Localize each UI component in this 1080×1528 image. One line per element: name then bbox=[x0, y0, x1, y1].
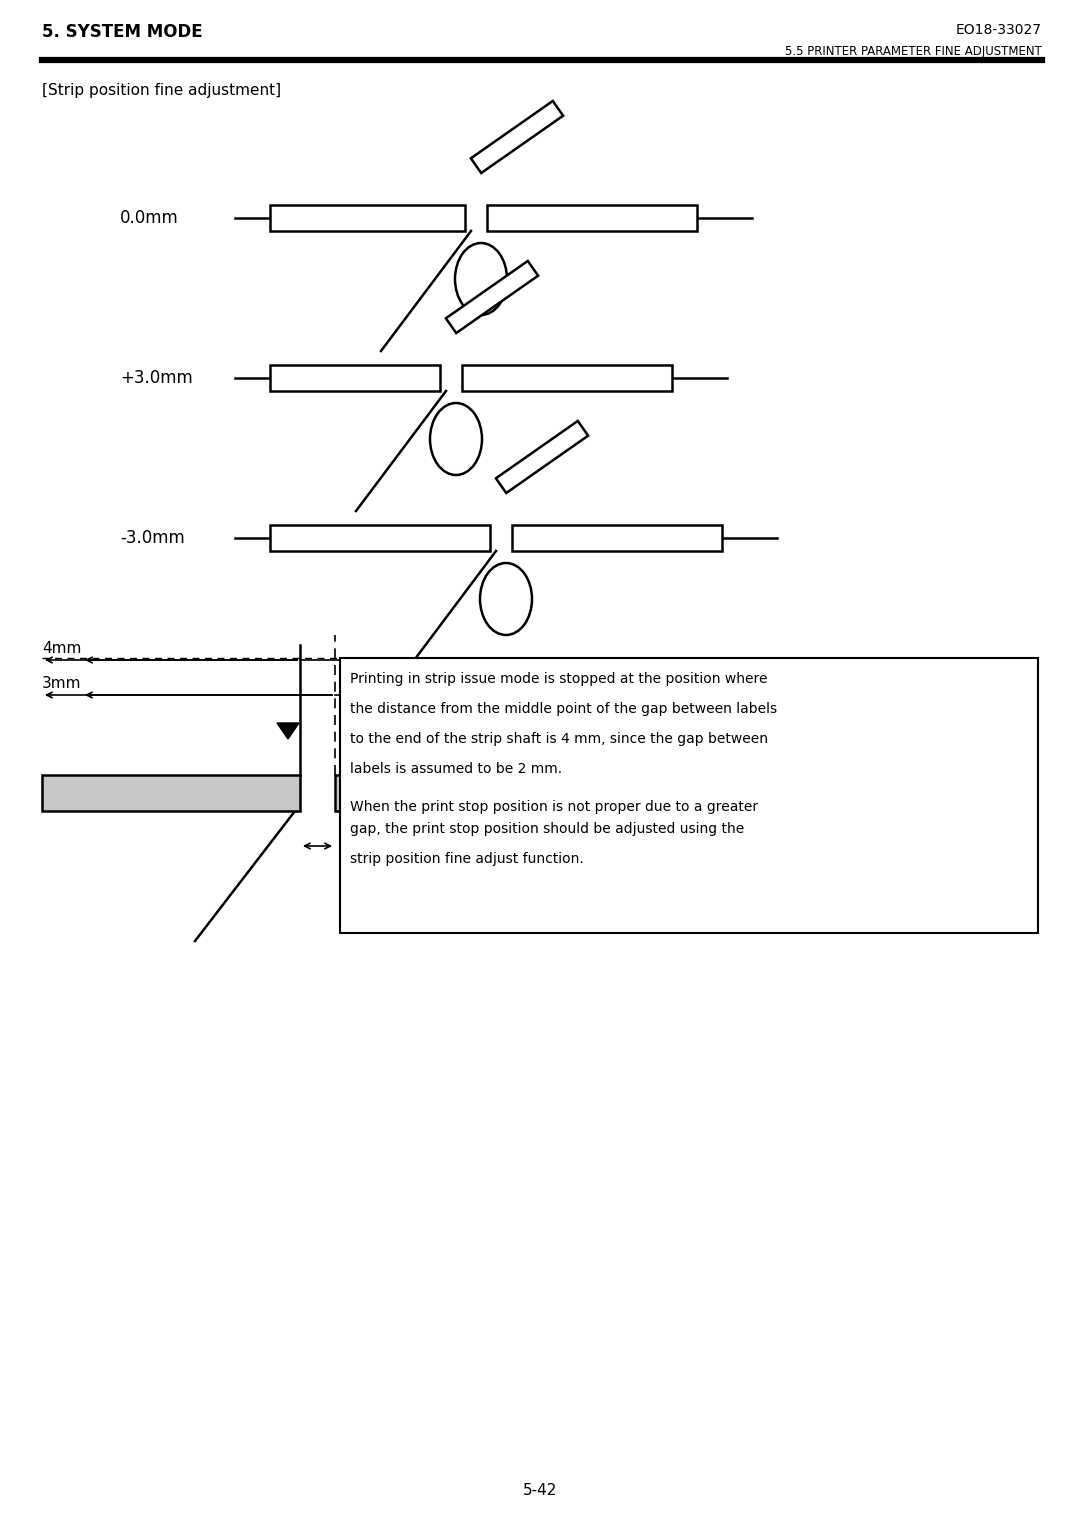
Polygon shape bbox=[496, 420, 589, 494]
Ellipse shape bbox=[455, 243, 507, 315]
Text: Printing in strip issue mode is stopped at the position where: Printing in strip issue mode is stopped … bbox=[350, 672, 768, 686]
Text: 5-42: 5-42 bbox=[523, 1484, 557, 1497]
Bar bbox=[487, 205, 697, 231]
Bar bbox=[270, 205, 465, 231]
Bar bbox=[462, 365, 672, 391]
Text: 5.5 PRINTER PARAMETER FINE ADJUSTMENT: 5.5 PRINTER PARAMETER FINE ADJUSTMENT bbox=[785, 44, 1042, 58]
Bar bbox=[512, 526, 723, 552]
Text: 4mm: 4mm bbox=[42, 642, 81, 656]
Bar bbox=[340, 659, 1038, 934]
Text: labels is assumed to be 2 mm.: labels is assumed to be 2 mm. bbox=[350, 762, 562, 776]
Bar bbox=[270, 365, 440, 391]
Ellipse shape bbox=[480, 562, 532, 636]
Polygon shape bbox=[276, 723, 299, 740]
Text: 0.0mm: 0.0mm bbox=[120, 209, 179, 228]
Bar bbox=[42, 775, 300, 811]
Bar bbox=[270, 526, 490, 552]
Text: to the end of the strip shaft is 4 mm, since the gap between: to the end of the strip shaft is 4 mm, s… bbox=[350, 732, 768, 746]
Text: strip position fine adjust function.: strip position fine adjust function. bbox=[350, 853, 584, 866]
Text: gap, the print stop position should be adjusted using the: gap, the print stop position should be a… bbox=[350, 822, 744, 836]
Text: EO18-33027: EO18-33027 bbox=[956, 23, 1042, 37]
Bar bbox=[335, 775, 470, 811]
Text: 3mm: 3mm bbox=[42, 675, 81, 691]
Polygon shape bbox=[446, 261, 538, 333]
Text: +3.0mm: +3.0mm bbox=[120, 368, 192, 387]
Text: [Strip position fine adjustment]: [Strip position fine adjustment] bbox=[42, 83, 281, 98]
Text: When the print stop position is not proper due to a greater: When the print stop position is not prop… bbox=[350, 801, 758, 814]
Text: -3.0mm: -3.0mm bbox=[120, 529, 185, 547]
Polygon shape bbox=[471, 101, 563, 173]
Text: 5. SYSTEM MODE: 5. SYSTEM MODE bbox=[42, 23, 203, 41]
Text: 2mm: 2mm bbox=[341, 839, 380, 854]
Text: the distance from the middle point of the gap between labels: the distance from the middle point of th… bbox=[350, 701, 778, 717]
Ellipse shape bbox=[430, 403, 482, 475]
